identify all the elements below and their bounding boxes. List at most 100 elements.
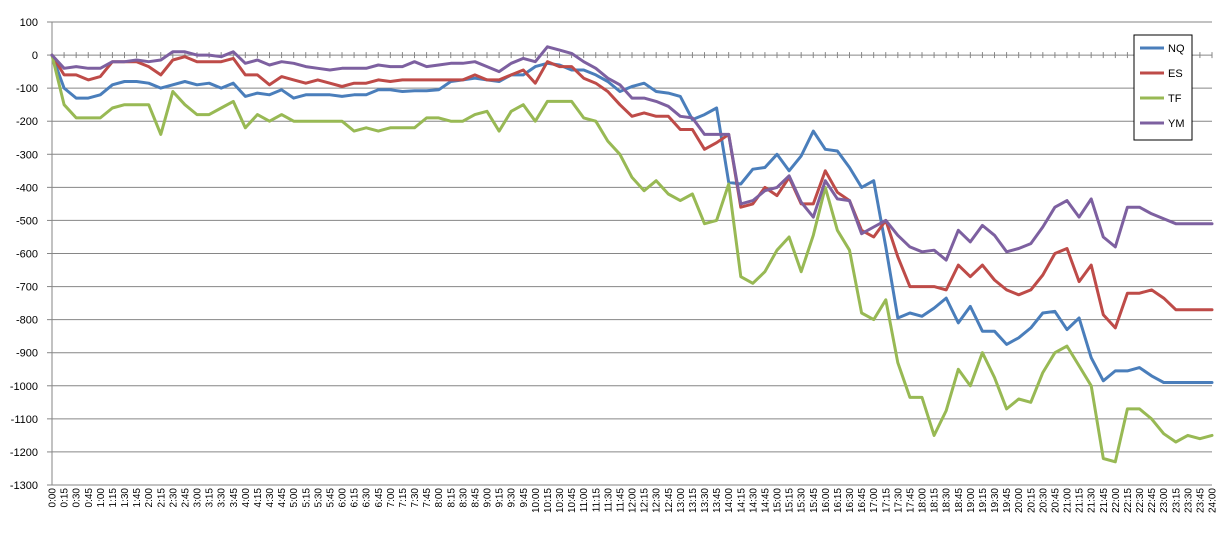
- x-tick-label: 7:00: [386, 488, 397, 508]
- gridlines: [52, 21, 1212, 486]
- x-tick-labels: 0:00 0:15 0:30 0:45 1:00 1:15 1:30 1:45 2:00 2:15…: [48, 488, 1219, 513]
- series-line-es: [50, 53, 1214, 330]
- x-tick-label: 16:00: [821, 488, 832, 513]
- x-tick-label: 24:00: [1208, 488, 1219, 513]
- x-tick-label: 13:45: [712, 488, 723, 513]
- x-tick-label: 2:45: [180, 488, 191, 508]
- x-tick-label: 16:45: [857, 488, 868, 513]
- x-tick-label: 5:15: [301, 488, 312, 508]
- x-tick-label: 1:30: [120, 488, 131, 508]
- x-tick-label: 0:45: [84, 488, 95, 508]
- x-tick-label: 8:30: [458, 488, 469, 508]
- axes: [47, 21, 1213, 486]
- x-tick-label: 8:45: [470, 488, 481, 508]
- x-tick-label: 22:15: [1123, 488, 1134, 513]
- x-tick-label: 9:15: [495, 488, 506, 508]
- x-tick-label: 18:15: [930, 488, 941, 513]
- x-tick-label: 21:15: [1075, 488, 1086, 513]
- x-tick-label: 6:00: [338, 488, 349, 508]
- x-tick-label: 4:00: [241, 488, 252, 508]
- x-tick-label: 20:45: [1050, 488, 1061, 513]
- x-tick-label: 6:45: [374, 488, 385, 508]
- y-tick-label: 100: [20, 17, 38, 29]
- y-tick-label: 0: [32, 50, 38, 62]
- y-tick-labels: 100 0 -100 -200 -300 -400 -500 -600 -700 -800 -900…: [10, 17, 38, 492]
- series-lines: [50, 45, 1214, 464]
- series-line-ym: [50, 45, 1214, 262]
- x-tick-label: 11:45: [615, 488, 626, 513]
- x-tick-label: 3:30: [217, 488, 228, 508]
- y-tick-label: -400: [16, 182, 38, 194]
- x-tick-label: 21:00: [1063, 488, 1074, 513]
- x-tick-label: 23:15: [1171, 488, 1182, 513]
- x-tick-label: 13:15: [688, 488, 699, 513]
- x-tick-label: 23:00: [1159, 488, 1170, 513]
- x-tick-label: 7:15: [398, 488, 409, 508]
- x-tick-label: 21:45: [1099, 488, 1110, 513]
- x-tick-label: 3:45: [229, 488, 240, 508]
- series-line-nq: [50, 53, 1214, 384]
- x-tick-label: 2:15: [156, 488, 167, 508]
- y-tick-label: -900: [16, 348, 38, 360]
- x-tick-label: 6:15: [350, 488, 361, 508]
- x-tick-label: 19:30: [990, 488, 1001, 513]
- legend-label-tf: TF: [1168, 93, 1182, 105]
- series-line-tf: [50, 53, 1214, 464]
- x-tick-label: 20:30: [1038, 488, 1049, 513]
- x-tick-label: 1:45: [132, 488, 143, 508]
- x-tick-label: 10:00: [531, 488, 542, 513]
- legend-label-ym: YM: [1168, 118, 1185, 130]
- x-tick-label: 22:00: [1111, 488, 1122, 513]
- x-tick-label: 21:30: [1087, 488, 1098, 513]
- x-tick-label: 4:15: [253, 488, 264, 508]
- y-tick-label: -700: [16, 282, 38, 294]
- x-tick-label: 4:45: [277, 488, 288, 508]
- x-tick-label: 11:00: [579, 488, 590, 513]
- legend-label-es: ES: [1168, 68, 1183, 80]
- x-tick-label: 22:45: [1147, 488, 1158, 513]
- x-tick-label: 23:45: [1195, 488, 1206, 513]
- x-tick-label: 15:15: [785, 488, 796, 513]
- x-tick-label: 7:30: [410, 488, 421, 508]
- y-tick-label: -1200: [10, 447, 38, 459]
- x-tick-label: 9:30: [507, 488, 518, 508]
- x-tick-label: 12:45: [664, 488, 675, 513]
- x-tick-label: 16:30: [845, 488, 856, 513]
- x-tick-label: 1:15: [108, 488, 119, 508]
- x-tick-label: 2:30: [168, 488, 179, 508]
- x-tick-label: 14:30: [748, 488, 759, 513]
- x-tick-label: 3:15: [205, 488, 216, 508]
- x-tick-label: 23:30: [1183, 488, 1194, 513]
- y-tick-label: -800: [16, 315, 38, 327]
- y-tick-label: -200: [16, 116, 38, 128]
- x-tick-label: 22:30: [1135, 488, 1146, 513]
- x-tick-label: 18:45: [954, 488, 965, 513]
- x-tick-label: 12:15: [640, 488, 651, 513]
- x-tick-label: 10:45: [567, 488, 578, 513]
- x-tick-label: 20:15: [1026, 488, 1037, 513]
- legend-label-nq: NQ: [1168, 43, 1185, 55]
- x-tick-label: 1:00: [96, 488, 107, 508]
- x-tick-label: 19:15: [978, 488, 989, 513]
- x-tick-label: 15:45: [809, 488, 820, 513]
- x-tick-label: 18:30: [942, 488, 953, 513]
- y-tick-label: -1100: [11, 414, 38, 426]
- x-tick-label: 12:00: [628, 488, 639, 513]
- x-tick-label: 8:15: [446, 488, 457, 508]
- x-tick-label: 13:30: [700, 488, 711, 513]
- y-tick-label: -1300: [10, 480, 38, 492]
- x-tick-label: 20:00: [1014, 488, 1025, 513]
- x-tick-label: 0:30: [72, 488, 83, 508]
- x-tick-label: 12:30: [652, 488, 663, 513]
- x-tick-label: 17:00: [869, 488, 880, 513]
- x-tick-label: 19:45: [1002, 488, 1013, 513]
- legend: NQ ES TF YM: [1133, 34, 1193, 141]
- x-tick-label: 18:00: [918, 488, 929, 513]
- y-tick-label: -500: [16, 215, 38, 227]
- x-tick-label: 16:15: [833, 488, 844, 513]
- x-tick-label: 19:00: [966, 488, 977, 513]
- x-tick-label: 5:45: [325, 488, 336, 508]
